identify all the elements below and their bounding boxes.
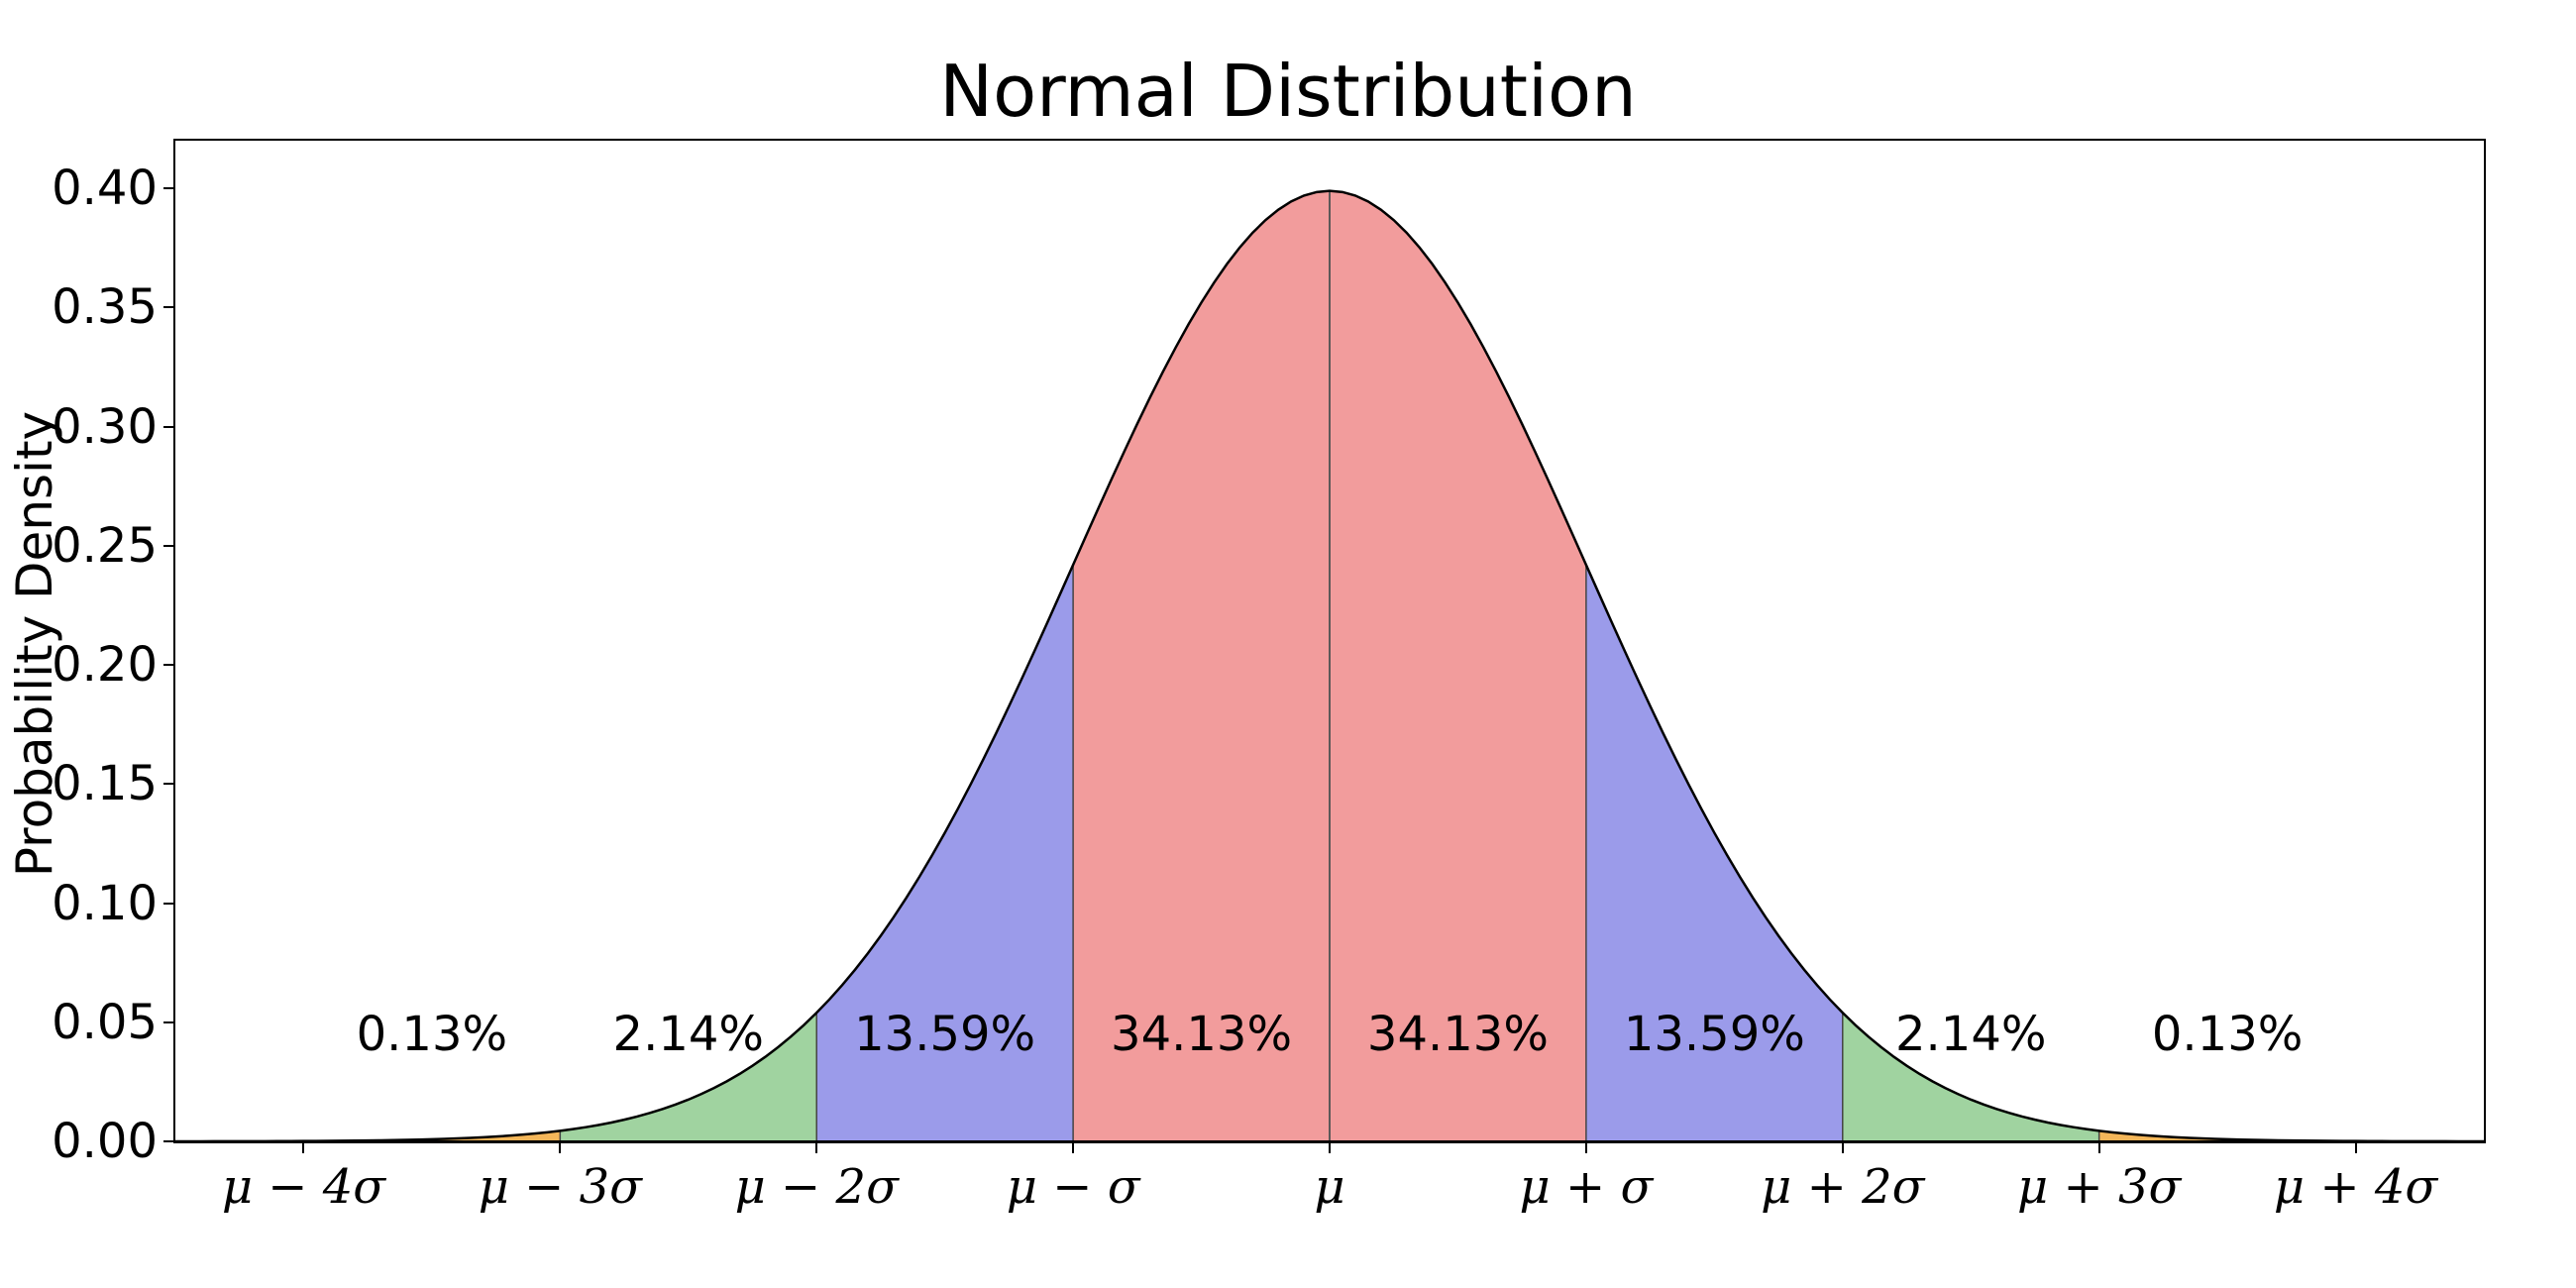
sigma-region [1073, 191, 1330, 1141]
x-tick-label: μ + 2σ [1761, 1159, 1924, 1215]
chart-title: Normal Distribution [0, 50, 2576, 133]
x-tick-mark [1842, 1141, 1844, 1153]
region-percent-label: 13.59% [1624, 1007, 1805, 1062]
x-tick-label: μ − 3σ [479, 1159, 642, 1215]
sigma-region [1330, 191, 1586, 1141]
region-percent-label: 13.59% [854, 1007, 1035, 1062]
y-tick-label: 0.10 [52, 876, 158, 931]
y-tick-mark [163, 426, 175, 428]
y-tick-mark [163, 664, 175, 666]
region-percent-label: 34.13% [1111, 1007, 1292, 1062]
y-tick-mark [163, 903, 175, 905]
x-tick-mark [1072, 1141, 1074, 1153]
x-tick-mark [2098, 1141, 2100, 1153]
y-tick-mark [163, 1021, 175, 1023]
y-tick-label: 0.25 [52, 518, 158, 574]
x-tick-mark [559, 1141, 561, 1153]
region-percent-label: 2.14% [613, 1007, 764, 1062]
y-tick-label: 0.20 [52, 637, 158, 693]
x-tick-mark [815, 1141, 817, 1153]
y-tick-mark [163, 187, 175, 189]
plot-svg [175, 141, 2484, 1141]
x-tick-mark [1329, 1141, 1331, 1153]
x-tick-label: μ − σ [1007, 1159, 1140, 1215]
x-tick-label: μ + 4σ [2274, 1159, 2437, 1215]
x-tick-label: μ + σ [1520, 1159, 1654, 1215]
plot-area: 0.000.050.100.150.200.250.300.350.40μ − … [173, 139, 2486, 1143]
x-tick-label: μ [1314, 1159, 1344, 1215]
y-tick-label: 0.30 [52, 399, 158, 455]
x-tick-label: μ − 2σ [735, 1159, 899, 1215]
x-tick-mark [302, 1141, 304, 1153]
x-tick-mark [1585, 1141, 1587, 1153]
y-tick-mark [163, 306, 175, 308]
y-tick-label: 0.15 [52, 756, 158, 811]
y-tick-label: 0.35 [52, 279, 158, 335]
region-percent-label: 2.14% [1895, 1007, 2046, 1062]
region-percent-label: 0.13% [2152, 1007, 2303, 1062]
y-tick-mark [163, 1140, 175, 1142]
y-tick-mark [163, 783, 175, 785]
x-tick-label: μ − 4σ [222, 1159, 385, 1215]
normal-distribution-chart: Normal Distribution Probability Density … [0, 0, 2576, 1288]
x-tick-mark [2355, 1141, 2357, 1153]
region-percent-label: 0.13% [357, 1007, 507, 1062]
y-tick-label: 0.05 [52, 995, 158, 1050]
x-tick-label: μ + 3σ [2017, 1159, 2181, 1215]
y-tick-label: 0.00 [52, 1114, 158, 1169]
y-tick-label: 0.40 [52, 161, 158, 216]
y-tick-mark [163, 545, 175, 547]
region-percent-label: 34.13% [1367, 1007, 1549, 1062]
